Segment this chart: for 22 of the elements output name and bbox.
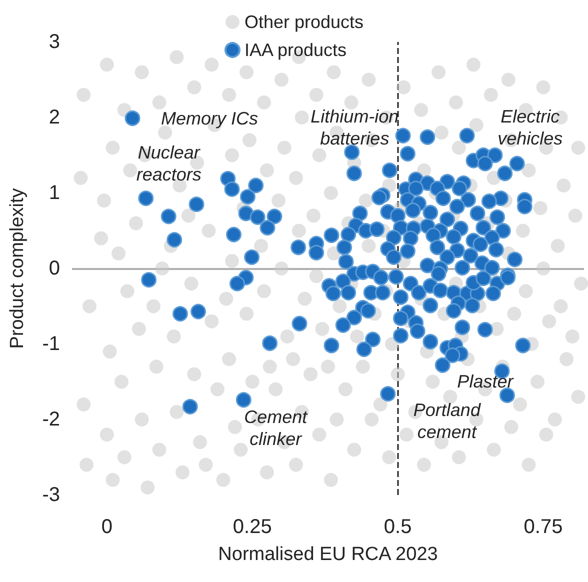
x-tick-label: 0 [101,516,112,538]
annotation: Cement clinker [244,406,308,449]
annotation: Portland cement [413,400,482,442]
legend-label: IAA products [244,40,347,60]
y-tick-label: -3 [42,484,60,506]
y-tick-label: -2 [42,408,60,430]
y-tick-label: 3 [48,31,60,53]
y-tick-label: 1 [48,182,60,204]
annotation: Plaster [457,371,514,392]
x-tick-label: 0.75 [524,516,563,538]
x-tick-label: 0.5 [384,516,412,538]
annotation: Electric vehicles [498,106,563,149]
y-tick-label: 0 [48,258,60,280]
x-tick-label: 0.25 [232,516,272,538]
annotation: Nuclear reactors [136,142,202,184]
legend-label: Other products [244,12,364,32]
annotation: Lithium-ion batteries [310,106,399,148]
y-tick-label: 2 [48,106,60,128]
annotation: Memory ICs [161,108,258,128]
y-axis-title: Product complexity [7,188,28,349]
y-tick-label: -1 [42,333,60,355]
x-axis-title: Normalised EU RCA 2023 [218,544,438,565]
